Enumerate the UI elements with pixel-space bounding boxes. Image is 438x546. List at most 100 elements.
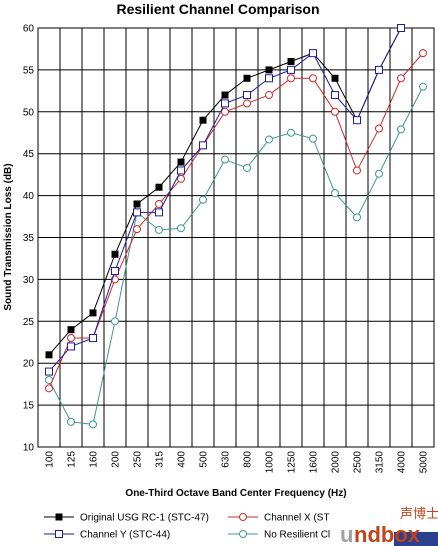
data-point [353,166,361,175]
data-point [331,74,339,82]
legend-label: Original USG RC-1 (STC-47) [80,513,209,524]
data-point [89,309,97,317]
legend-item: Channel Y (STC-44) [44,530,170,541]
data-point [331,91,339,100]
y-tick-label: 20 [23,359,35,370]
legend-label: No Resilient Cl [264,530,330,541]
legend-item: Original USG RC-1 (STC-47) [44,513,209,524]
data-point [155,183,163,191]
y-tick-label: 30 [23,275,35,286]
data-point [67,417,75,426]
legend-marker [55,513,63,521]
x-tick-label: 400 [177,451,188,468]
data-point [177,224,185,233]
chart-title: Resilient Channel Comparison [116,1,319,17]
data-point [199,141,207,150]
data-point [419,49,427,58]
x-tick-label: 3150 [375,451,386,474]
x-tick-label: 125 [67,451,78,468]
data-point [155,199,163,208]
y-tick-label: 50 [23,107,35,118]
data-point [155,225,163,234]
data-point [309,49,317,58]
data-point [177,166,185,175]
data-point [221,155,229,164]
y-tick-label: 45 [23,149,35,160]
data-point [45,384,53,393]
data-point [221,99,229,108]
data-point [133,208,141,217]
data-point [287,58,295,66]
series-line [48,27,402,356]
data-point [309,74,317,83]
data-point [287,74,295,83]
x-tick-label: 100 [45,451,56,468]
data-point [265,91,273,100]
y-axis-ticks: 10 15 20 25 30 35 40 45 50 55 60 [23,24,35,454]
x-axis-ticks: 100 125 160 200 250 315 400 500 630 800 1000 1250 16… [45,451,430,474]
data-point [287,128,295,137]
data-point [265,135,273,144]
data-point [89,420,97,429]
data-point [199,116,207,124]
series-3 [45,82,427,429]
legend: Original USG RC-1 (STC-47) Channel X (ST C… [44,513,330,541]
data-point [265,74,273,83]
data-point [133,225,141,234]
y-tick-label: 60 [23,24,35,35]
data-point [397,125,405,134]
x-tick-label: 800 [243,451,254,468]
data-point [111,317,119,326]
data-point [331,107,339,116]
data-point [243,74,251,82]
legend-item: No Resilient Cl [228,530,330,541]
data-point [221,91,229,99]
data-point [243,163,251,172]
data-point [199,195,207,204]
y-tick-label: 35 [23,233,35,244]
data-point [397,24,405,32]
x-tick-label: 160 [89,451,100,468]
plot-area [37,27,435,448]
legend-marker [55,530,63,538]
x-tick-label: 1600 [309,451,320,474]
data-point [375,65,383,74]
legend-label: Channel Y (STC-44) [80,530,170,541]
data-point [133,200,141,208]
data-point [375,124,383,133]
x-tick-label: 2000 [331,451,342,474]
legend-label: Channel X (ST [264,513,330,524]
series-2 [45,24,405,376]
data-point [177,158,185,166]
data-point [67,334,75,343]
data-point [221,107,229,116]
data-point [287,65,295,74]
y-tick-label: 40 [23,191,35,202]
x-tick-label: 315 [155,451,166,468]
data-point [67,326,75,334]
data-point [111,250,119,258]
y-axis-label: Sound Transmission Loss (dB) [3,163,14,310]
series-layer [45,24,427,429]
series-line [48,27,402,372]
data-point [375,169,383,178]
data-point [177,174,185,183]
data-point [353,116,361,125]
y-tick-label: 25 [23,317,35,328]
series-line [48,52,424,389]
data-point [397,74,405,83]
data-point [243,91,251,100]
x-tick-label: 2500 [353,451,364,474]
data-point [89,334,97,343]
data-point [243,99,251,108]
x-tick-label: 1250 [287,451,298,474]
data-point [111,267,119,276]
gridlines [38,27,434,448]
x-tick-label: 1000 [265,451,276,474]
data-point [419,82,427,91]
watermark-brand-main: ndbox [354,522,421,546]
soundbox-watermark-logo: 声博士 u ndbox [340,506,438,546]
legend-item: Channel X (ST [228,513,330,524]
watermark-cn-text: 声博士 [400,506,438,521]
